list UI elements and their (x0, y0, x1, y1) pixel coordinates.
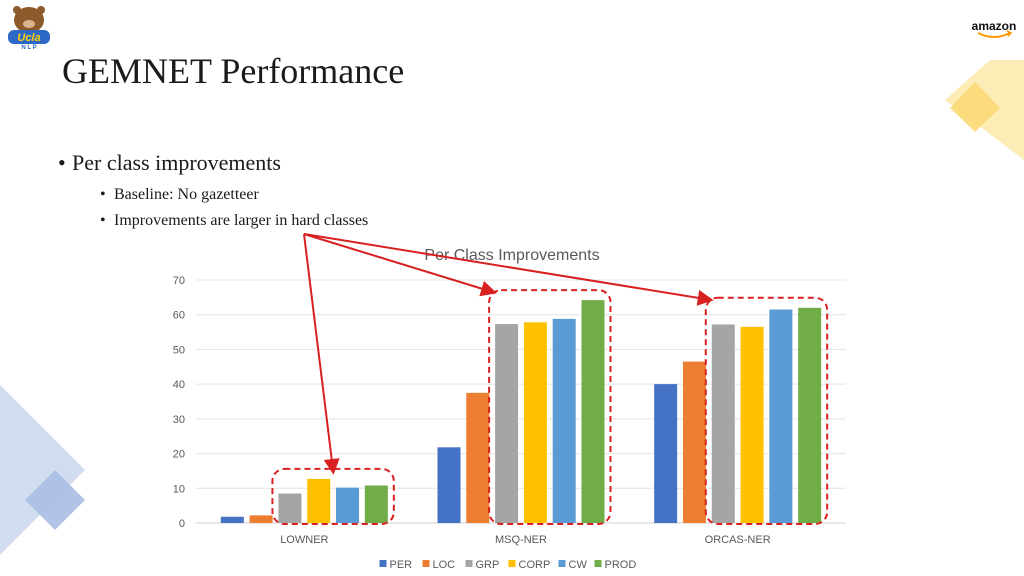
arrow-msq-ner (303, 233, 497, 297)
bullet-dot: • (58, 150, 66, 175)
bar-grp-orcas-ner (711, 324, 735, 523)
legend-label: LOC (433, 559, 456, 571)
svg-text:Ucla: Ucla (17, 32, 40, 44)
legend-label: CORP (519, 559, 551, 571)
svg-text:N L P: N L P (21, 45, 36, 50)
legend-swatch-corp (508, 560, 516, 567)
legend-swatch-grp (465, 560, 473, 567)
y-tick-label: 30 (173, 414, 185, 426)
bar-corp-msq-ner (523, 322, 547, 523)
legend-label: CW (569, 559, 588, 571)
bar-per-lowner (220, 516, 244, 523)
y-tick-label: 50 (173, 344, 185, 356)
bullet-dot: • (100, 212, 106, 229)
bullet-dot: • (100, 186, 106, 203)
bullet-level2: • Improvements are larger in hard classes (100, 212, 368, 230)
legend-label: GRP (476, 559, 500, 571)
amazon-smile-icon (977, 32, 1011, 38)
bar-corp-lowner (307, 478, 331, 523)
bar-per-orcas-ner (654, 384, 678, 523)
bar-grp-lowner (278, 493, 302, 523)
bar-cw-msq-ner (552, 318, 576, 523)
bruin-mascot-logo-icon: Ucla N L P (8, 6, 50, 50)
legend-label: PROD (605, 559, 637, 571)
bar-loc-orcas-ner (682, 361, 706, 523)
legend-label: PER (390, 559, 413, 571)
highlight-box-orcas-ner (704, 296, 829, 525)
bar-prod-lowner (364, 485, 388, 523)
y-tick-label: 60 (173, 310, 185, 322)
amazon-logo: amazon (972, 19, 1017, 38)
bar-cw-lowner (336, 487, 360, 523)
legend-swatch-loc (422, 560, 430, 567)
bullet-level1: • Per class improvements (58, 150, 281, 176)
arrow-orcas-ner (303, 233, 714, 306)
slide-title: GEMNET Performance (62, 51, 405, 91)
legend-swatch-cw (558, 560, 566, 567)
y-tick-label: 40 (173, 379, 185, 391)
x-tick-label: MSQ-NER (495, 534, 547, 546)
bar-cw-orcas-ner (769, 309, 793, 523)
highlight-box-msq-ner (488, 289, 612, 525)
y-tick-label: 20 (173, 449, 185, 461)
bar-per-msq-ner (437, 447, 461, 523)
chart-title: Per Class Improvements (424, 247, 599, 264)
y-tick-label: 70 (173, 275, 185, 287)
legend-swatch-per (379, 560, 387, 567)
bar-prod-msq-ner (581, 300, 605, 523)
bullet-text: Improvements are larger in hard classes (114, 212, 369, 229)
bar-grp-msq-ner (495, 324, 519, 523)
bar-corp-orcas-ner (740, 326, 764, 523)
bullet-text: Per class improvements (72, 150, 281, 175)
bullet-level2: • Baseline: No gazetteer (100, 186, 259, 204)
y-tick-label: 0 (179, 518, 185, 530)
highlight-box-lowner (271, 467, 395, 526)
bar-prod-orcas-ner (798, 307, 822, 523)
y-tick-label: 10 (173, 483, 185, 495)
bullet-text: Baseline: No gazetteer (114, 186, 259, 203)
bar-loc-msq-ner (466, 392, 490, 523)
bar-loc-lowner (249, 515, 273, 523)
legend-swatch-prod (594, 560, 602, 567)
amazon-logo-text: amazon (972, 19, 1017, 33)
x-tick-label: ORCAS-NER (705, 534, 771, 546)
arrow-lowner (303, 233, 340, 475)
x-tick-label: LOWNER (280, 534, 328, 546)
